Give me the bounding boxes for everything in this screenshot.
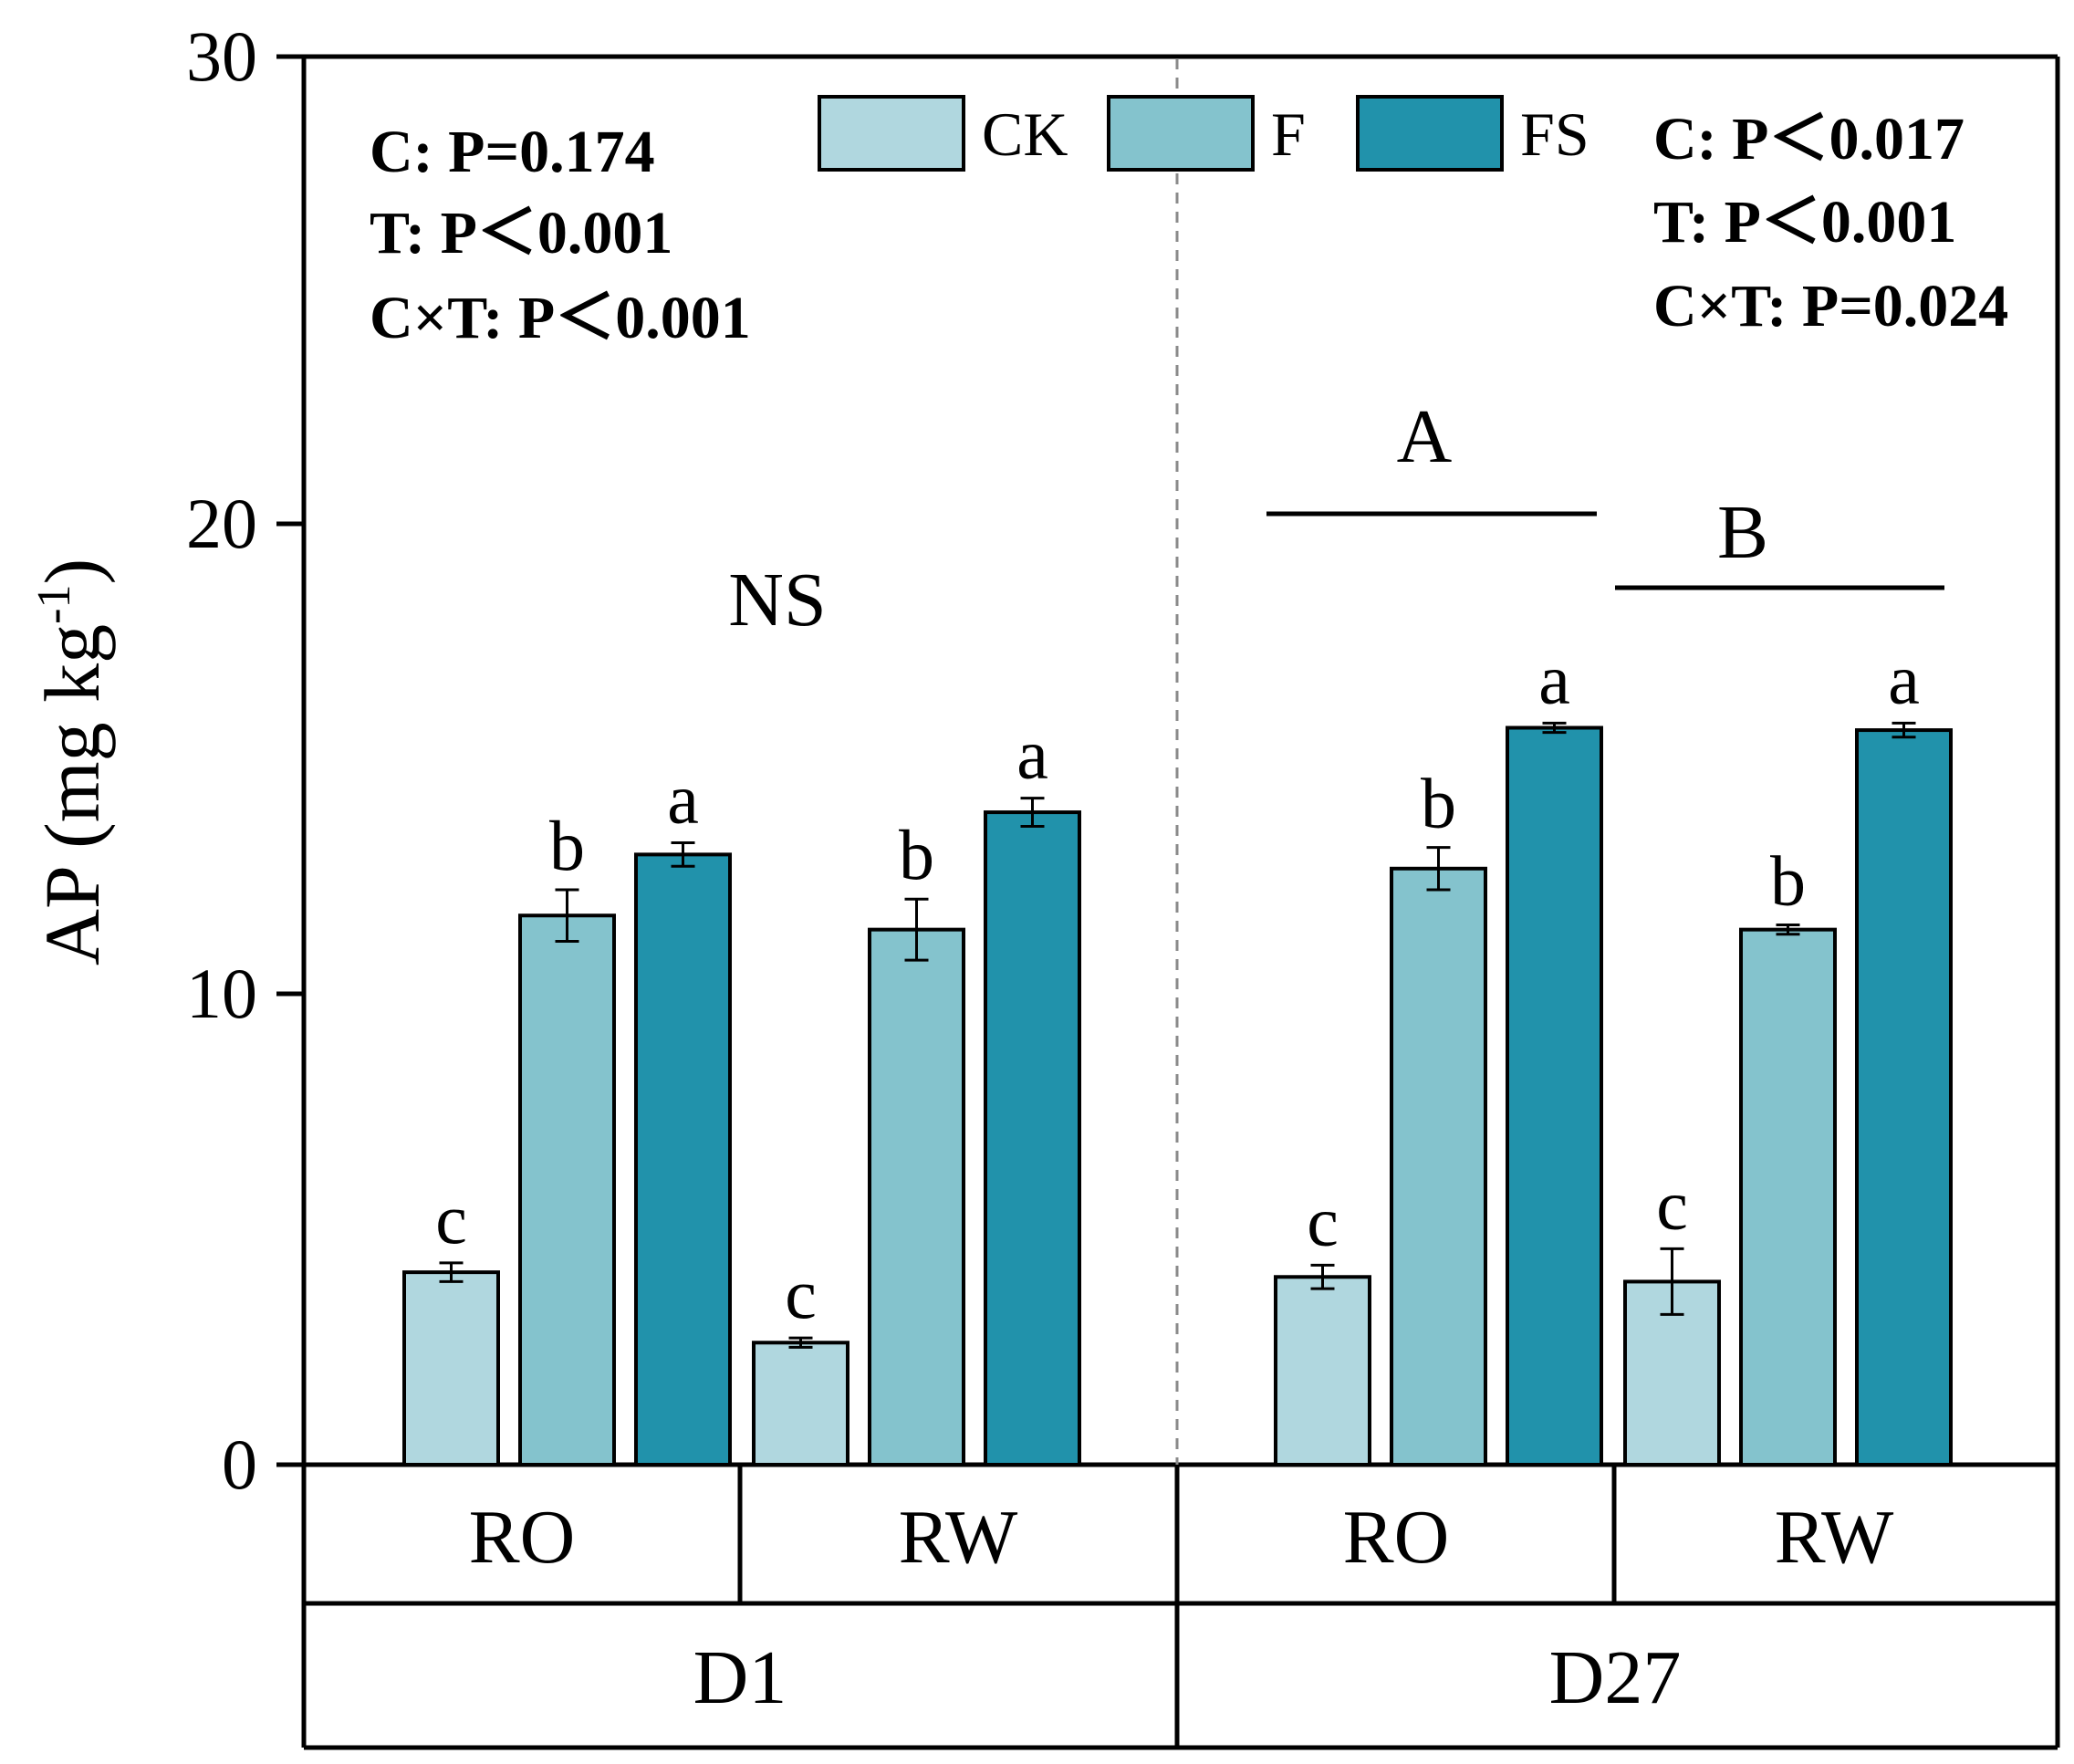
panel-label-d27: D27 — [1549, 1635, 1682, 1720]
legend-swatch-ck — [818, 95, 965, 172]
bar-d27-ro-f — [1390, 866, 1487, 1467]
y-tick-label: 20 — [186, 484, 257, 563]
significance-ns-d1: NS — [728, 558, 826, 642]
bar-d1-ro-ck — [402, 1270, 500, 1467]
bar-d1-rw-f — [868, 927, 965, 1467]
bar-d27-rw-f — [1739, 927, 1837, 1467]
group-letter-b: B — [1717, 490, 1768, 575]
legend: CK F FS — [818, 95, 1589, 172]
significance-letter-d27-ro-ck: c — [1307, 1181, 1339, 1260]
significance-letter-d27-rw-f: b — [1770, 841, 1806, 921]
y-axis-title: AP (mg kg-1) — [28, 558, 116, 966]
bar-d1-rw-fs — [984, 810, 1081, 1467]
bar-d27-ro-fs — [1506, 725, 1603, 1467]
legend-label-fs: FS — [1520, 99, 1589, 169]
stats-d27-cxt: C×T: P=0.024 — [1653, 273, 2008, 339]
y-tick-label: 0 — [222, 1425, 257, 1504]
significance-letter-d27-ro-fs: a — [1538, 639, 1570, 718]
y-axis-title-close: ) — [28, 558, 116, 585]
legend-swatch-f — [1107, 95, 1255, 172]
significance-letter-d1-rw-f: b — [899, 815, 934, 894]
y-axis-title-superscript: -1 — [28, 585, 80, 624]
y-axis-title-main: AP (mg kg — [28, 624, 116, 966]
panel-label-d1: D1 — [693, 1635, 787, 1720]
group-label-d27-rw: RW — [1775, 1495, 1894, 1580]
stats-d1-c: C: P=0.174 — [370, 119, 655, 185]
stats-d1-t: T: P＜0.001 — [370, 200, 672, 266]
significance-letter-d1-rw-ck: c — [785, 1254, 817, 1333]
significance-letter-d27-rw-fs: a — [1888, 639, 1920, 718]
group-label-d1-rw: RW — [899, 1495, 1018, 1580]
significance-letter-d1-rw-fs: a — [1016, 715, 1048, 794]
group-label-d27-ro: RO — [1343, 1495, 1450, 1580]
stats-d27-c: C: P＜0.017 — [1653, 106, 1965, 172]
stats-d1-cxt: C×T: P＜0.001 — [370, 285, 751, 351]
group-letter-a: A — [1397, 394, 1453, 479]
y-tick-label: 10 — [186, 954, 257, 1033]
bars-layer: c b a c b a c b a c b a — [402, 639, 1953, 1467]
significance-letter-d27-ro-f: b — [1421, 764, 1456, 843]
bar-d1-rw-ck — [752, 1341, 849, 1467]
bar-d1-ro-fs — [634, 852, 732, 1467]
y-tick-label: 30 — [186, 16, 257, 96]
group-label-d1-ro: RO — [469, 1495, 576, 1580]
significance-letter-d1-ro-f: b — [549, 806, 585, 885]
legend-label-ck: CK — [982, 99, 1068, 169]
significance-letter-d1-ro-ck: c — [435, 1179, 467, 1258]
bar-d1-ro-f — [518, 913, 616, 1467]
bar-d27-ro-ck — [1274, 1275, 1371, 1467]
significance-letter-d27-rw-ck: c — [1656, 1164, 1688, 1244]
bar-d27-rw-fs — [1855, 728, 1953, 1467]
significance-letter-d1-ro-fs: a — [667, 759, 699, 839]
stats-d27-t: T: P＜0.001 — [1653, 189, 1956, 256]
legend-swatch-fs — [1356, 95, 1504, 172]
legend-label-f: F — [1271, 99, 1306, 169]
